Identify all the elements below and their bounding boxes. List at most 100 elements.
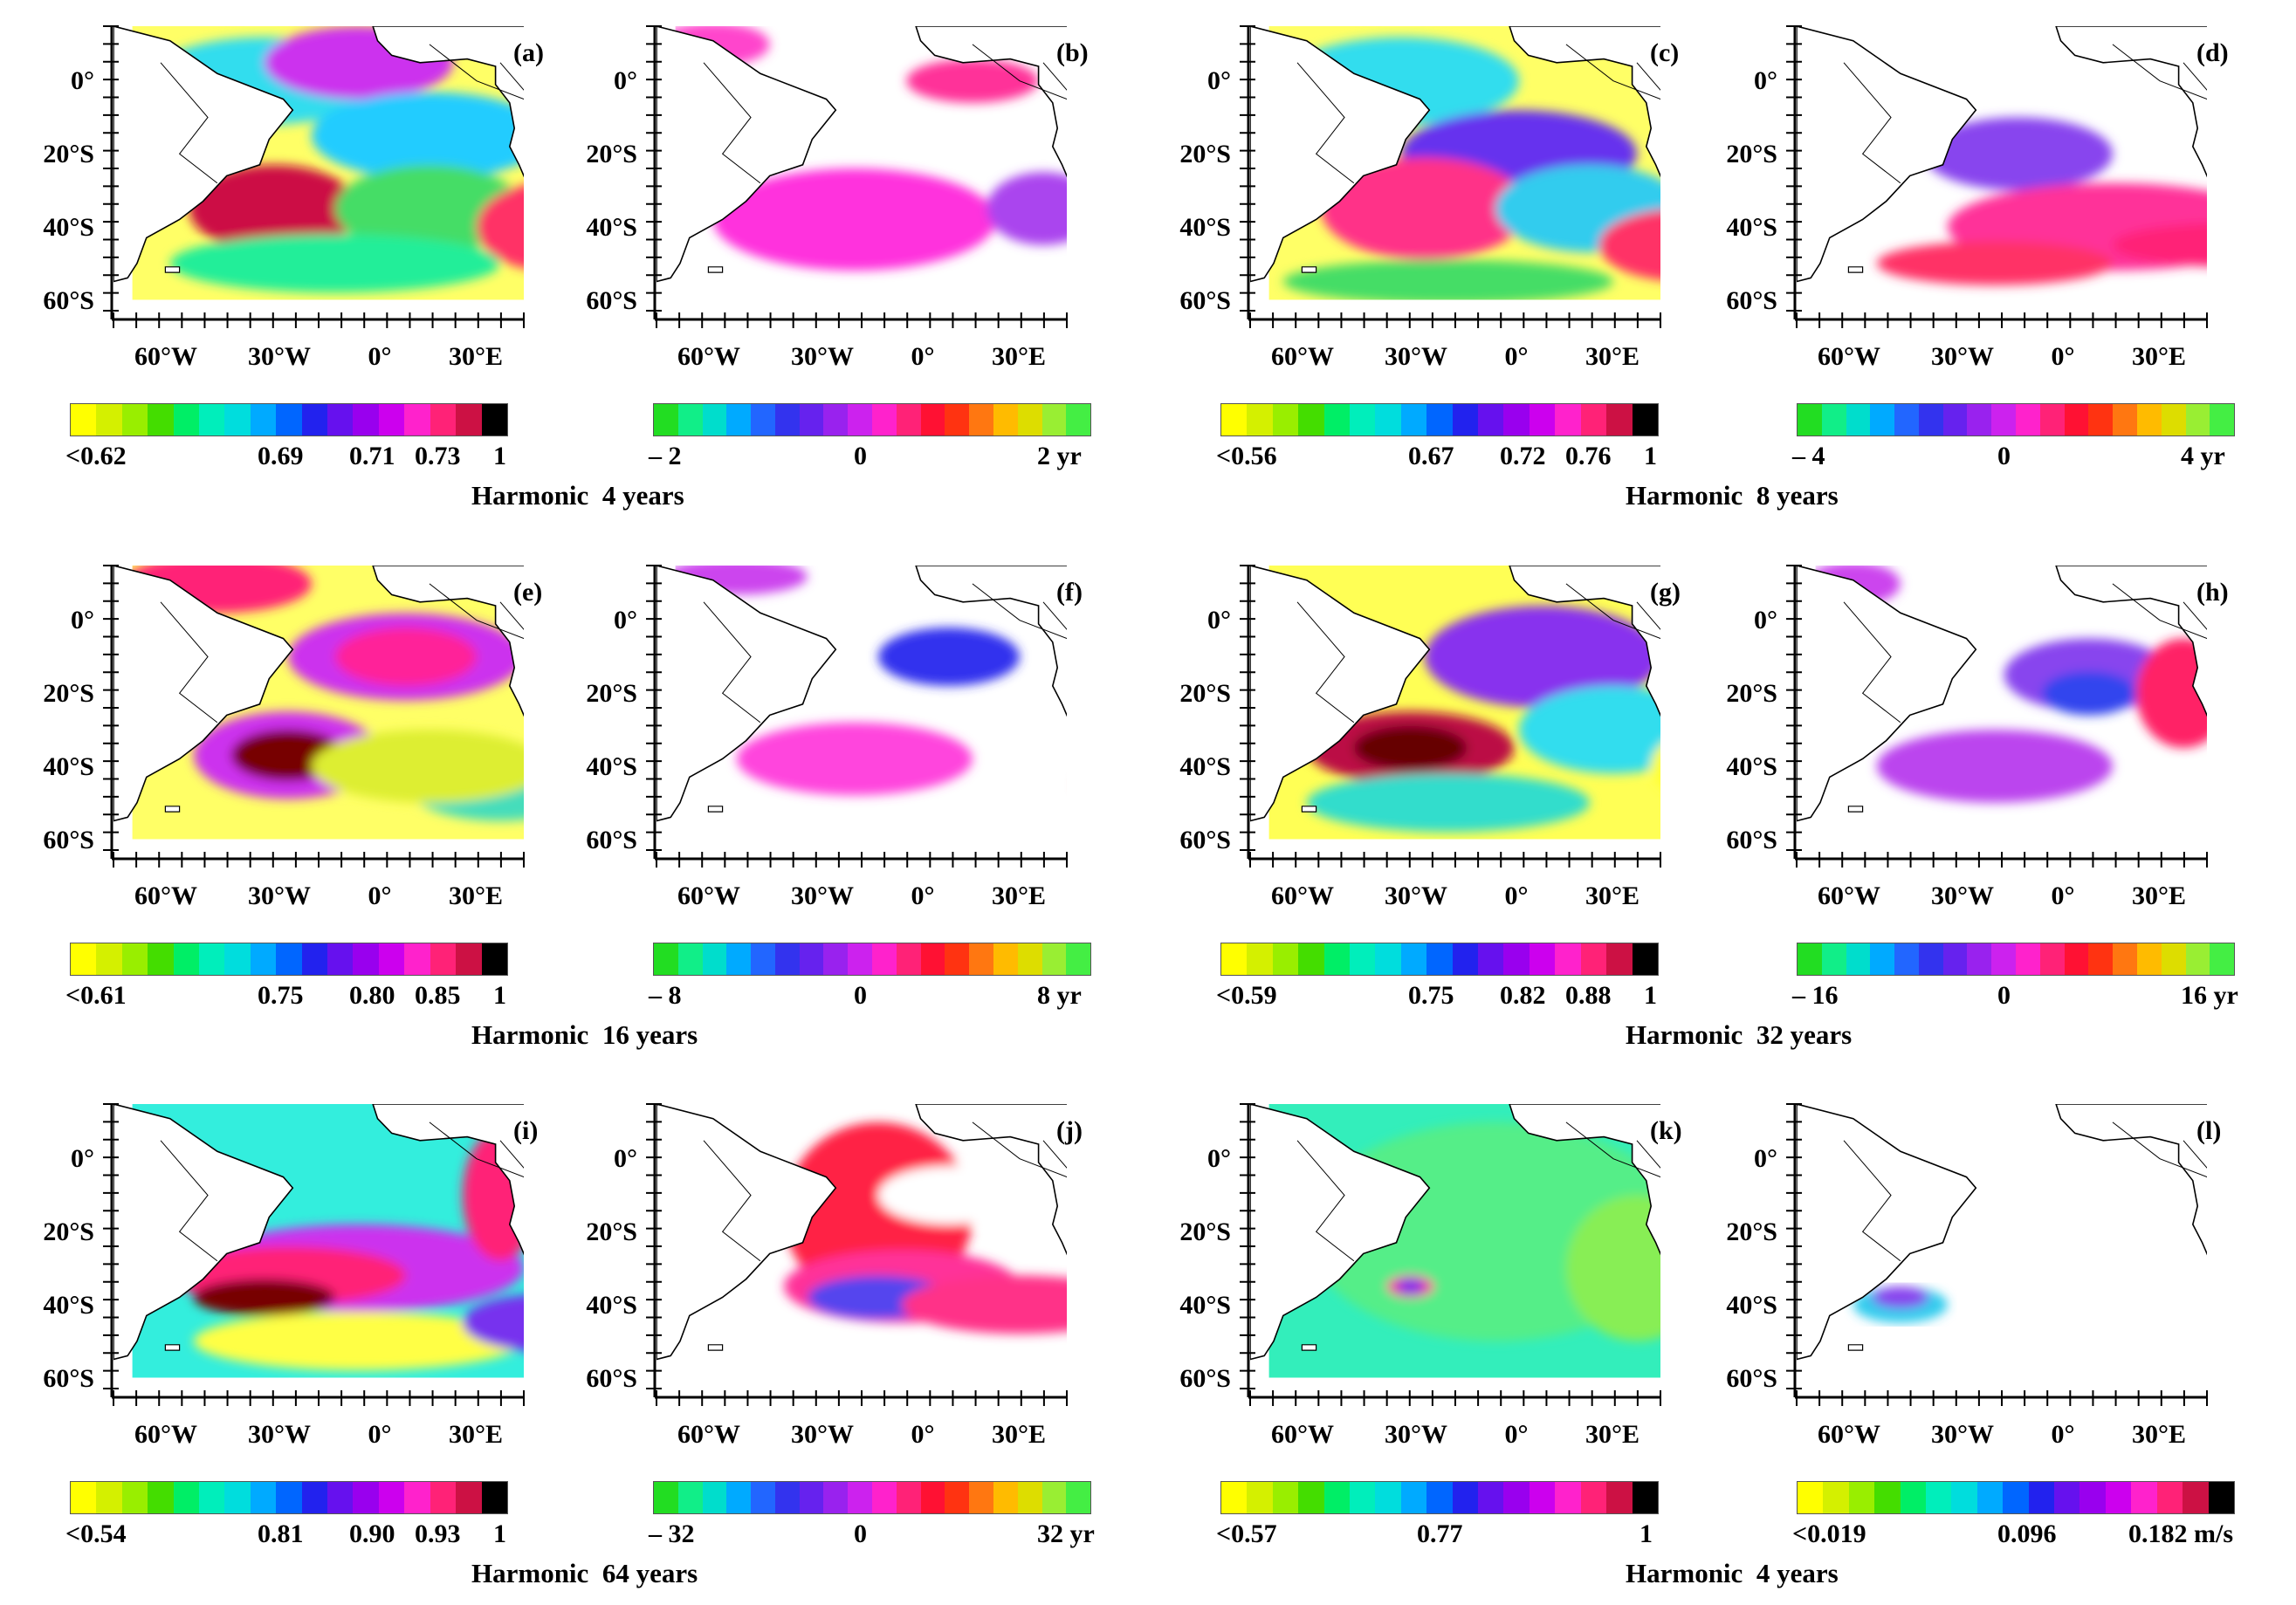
- panel-label: (h): [2196, 578, 2229, 607]
- colorbar-swatch: [2183, 1482, 2209, 1513]
- lat-tick-label: 40°S: [586, 213, 637, 242]
- colorbar-tick-label: 1: [1644, 442, 1657, 470]
- harmonic-title: Harmonic 32 years: [1626, 1019, 1852, 1051]
- colorbar-swatch: [1272, 943, 1299, 975]
- lon-tick-label: 30°W: [248, 342, 311, 371]
- lon-tick-label: 30°E: [2131, 881, 2186, 910]
- colorbar-swatch: [872, 943, 897, 975]
- colorbar-tick-label: 0.88: [1565, 981, 1612, 1010]
- colorbar-swatch: [148, 404, 174, 436]
- colorbar-swatch: [199, 1482, 225, 1513]
- south-america-outline: [113, 26, 294, 283]
- lat-tick-label: 0°: [614, 606, 637, 634]
- lat-tick-label: 60°S: [1179, 286, 1231, 315]
- colorbar-swatch: [121, 1482, 148, 1513]
- falklands-outline: [1301, 1344, 1317, 1351]
- colorbar-c: [1220, 403, 1659, 436]
- colorbar-swatch: [1821, 943, 1846, 975]
- lon-tick-label: 30°W: [791, 1420, 854, 1449]
- colorbar-swatch: [1041, 1482, 1067, 1513]
- colorbar-swatch: [1400, 943, 1427, 975]
- lat-tick-label: 20°S: [1179, 1217, 1231, 1246]
- lon-tick-label: 30°E: [2131, 342, 2186, 371]
- lat-tick-label: 60°S: [1179, 1364, 1231, 1393]
- colorbar-tick-label: 0: [1997, 981, 2011, 1010]
- colorbar-swatch: [1350, 943, 1376, 975]
- colorbar-swatch: [481, 404, 507, 436]
- panel-label: (f): [1056, 578, 1083, 607]
- colorbar-swatch: [1247, 1482, 1273, 1513]
- colorbar-swatch: [1478, 943, 1504, 975]
- lon-tick-label: 30°W: [1931, 1420, 1994, 1449]
- lat-tick-label: 20°S: [43, 1217, 94, 1246]
- lon-tick-label: 0°: [2051, 342, 2075, 371]
- colorbar-swatch: [872, 1482, 897, 1513]
- colorbar-swatch: [2210, 943, 2235, 975]
- lat-tick-label: 60°S: [1726, 286, 1777, 315]
- africa-outline: [2055, 26, 2207, 178]
- colorbar-swatch: [1967, 404, 1992, 436]
- lat-tick-label: 20°S: [1726, 1217, 1777, 1246]
- colorbar-swatch: [2028, 1482, 2055, 1513]
- colorbar-tick-label: 0.90: [349, 1519, 395, 1548]
- colorbar-swatch: [945, 404, 970, 436]
- africa-outline: [915, 1104, 1067, 1256]
- lon-tick-label: 30°E: [991, 1420, 1046, 1449]
- colorbar-swatch: [1375, 1482, 1401, 1513]
- colorbar-swatch: [301, 1482, 328, 1513]
- harmonic-title: Harmonic 4 years: [1626, 1558, 1839, 1589]
- lon-tick-label: 60°W: [677, 1420, 740, 1449]
- lon-tick-label: 60°W: [1818, 881, 1880, 910]
- colorbar-swatch: [148, 1482, 174, 1513]
- colorbar-swatch: [2210, 404, 2235, 436]
- lat-tick-label: 40°S: [43, 752, 94, 781]
- colorbar-tick-label: 0.80: [349, 981, 395, 1010]
- lat-tick-label: 20°S: [1726, 679, 1777, 708]
- south-america-outline: [656, 566, 837, 822]
- colorbar-swatch: [1823, 1482, 1849, 1513]
- colorbar-swatch: [993, 943, 1018, 975]
- colorbar-swatch: [823, 1482, 849, 1513]
- harmonic-title: Harmonic 8 years: [1626, 480, 1839, 511]
- colorbar-swatch: [1452, 943, 1479, 975]
- lon-tick-label: 0°: [2051, 1420, 2075, 1449]
- colorbar-swatch: [2003, 1482, 2029, 1513]
- colorbar-swatch: [1529, 404, 1556, 436]
- falklands-outline: [164, 266, 181, 273]
- colorbar-tick-label: – 32: [649, 1519, 695, 1548]
- map-panel-i: [113, 1104, 524, 1389]
- colorbar-swatch: [1017, 1482, 1042, 1513]
- colorbar-tick-label: 0.82: [1500, 981, 1546, 1010]
- panel-label: (l): [2196, 1116, 2222, 1145]
- colorbar-swatch: [173, 943, 200, 975]
- colorbar-f: [653, 943, 1091, 976]
- colorbar-swatch: [96, 943, 122, 975]
- harmonic-title: Harmonic 4 years: [471, 480, 684, 511]
- colorbar-swatch: [677, 404, 703, 436]
- colorbar-swatch: [2136, 943, 2162, 975]
- lon-tick-label: 30°E: [448, 881, 503, 910]
- south-america-outline: [1250, 566, 1431, 822]
- colorbar-swatch: [1918, 404, 1943, 436]
- colorbar-swatch: [1503, 404, 1530, 436]
- harmonic-word: Harmonic: [1626, 480, 1743, 511]
- lat-tick-label: 60°S: [586, 286, 637, 315]
- colorbar-d: [1797, 403, 2235, 436]
- lon-tick-label: 0°: [2051, 881, 2075, 910]
- colorbar-swatch: [677, 943, 703, 975]
- colorbar-swatch: [848, 404, 873, 436]
- lat-tick-label: 40°S: [1179, 1291, 1231, 1320]
- colorbar-swatch: [1991, 943, 2017, 975]
- colorbar-swatch: [2064, 943, 2089, 975]
- lon-tick-label: 0°: [911, 881, 935, 910]
- lon-tick-label: 0°: [1504, 1420, 1529, 1449]
- colorbar-swatch: [456, 1482, 482, 1513]
- lon-tick-label: 0°: [368, 1420, 392, 1449]
- falklands-outline: [707, 806, 724, 813]
- colorbar-l: [1797, 1481, 2235, 1514]
- lat-tick-label: 20°S: [586, 1217, 637, 1246]
- colorbar-swatch: [1426, 404, 1453, 436]
- africa-outline: [915, 26, 1067, 178]
- colorbar-swatch: [2088, 404, 2114, 436]
- lon-tick-label: 30°W: [1385, 342, 1447, 371]
